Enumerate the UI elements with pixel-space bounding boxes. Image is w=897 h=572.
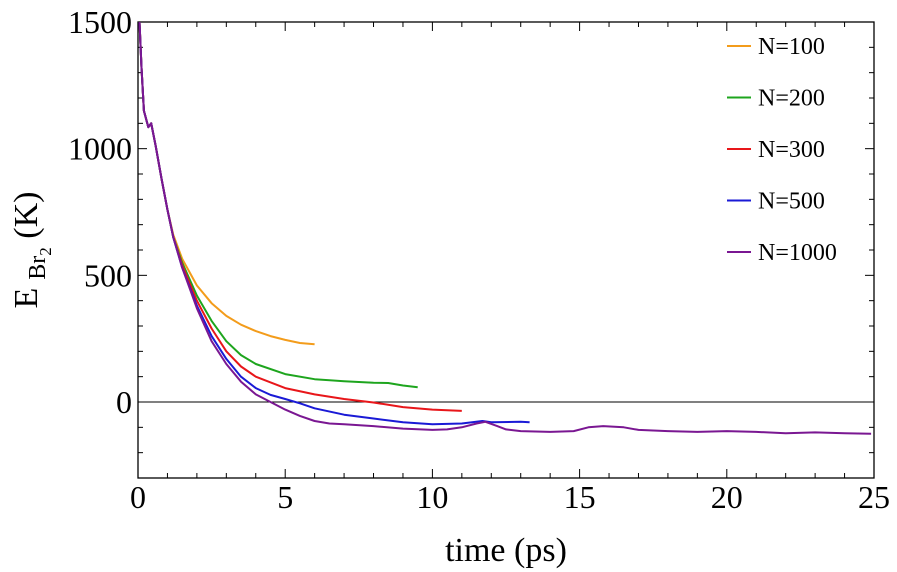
y-axis-title: E Br2 (K) [8, 192, 55, 309]
x-tick-label: 25 [858, 479, 890, 515]
y-axis-title-subsub: 2 [36, 247, 55, 256]
y-tick-label: 500 [84, 257, 132, 293]
legend-label: N=300 [758, 137, 825, 163]
y-axis-title-sub: Br [25, 256, 51, 280]
y-tick-labels: 0 500 1000 1500 [68, 4, 132, 420]
y-axis-title-base: E [8, 288, 45, 309]
y-tick-label: 0 [116, 384, 132, 420]
series-line-n-100 [138, 21, 315, 346]
x-tick-label: 15 [564, 479, 596, 515]
x-tick-label: 10 [416, 479, 448, 515]
series-line-n-1000 [138, 21, 872, 435]
series-line-n-300 [138, 21, 462, 412]
legend: N=100 N=200 N=300 N=500 N=1000 [727, 34, 837, 266]
series-layer [138, 21, 872, 435]
series-line-n-200 [138, 21, 418, 389]
x-tick-label: 20 [711, 479, 743, 515]
legend-label: N=200 [758, 86, 825, 112]
legend-label: N=500 [758, 189, 825, 215]
y-tick-label: 1500 [68, 4, 132, 40]
x-tick-label: 0 [130, 479, 146, 515]
y-tick-label: 1000 [68, 131, 132, 167]
x-tick-label: 5 [277, 479, 293, 515]
legend-label: N=100 [758, 34, 825, 60]
x-axis-title: time (ps) [445, 532, 567, 569]
legend-label: N=1000 [758, 240, 837, 266]
x-tick-labels: 0 5 10 15 20 25 [130, 479, 890, 515]
series-line-n-500 [138, 21, 530, 426]
y-axis-title-unit: (K) [8, 192, 45, 248]
